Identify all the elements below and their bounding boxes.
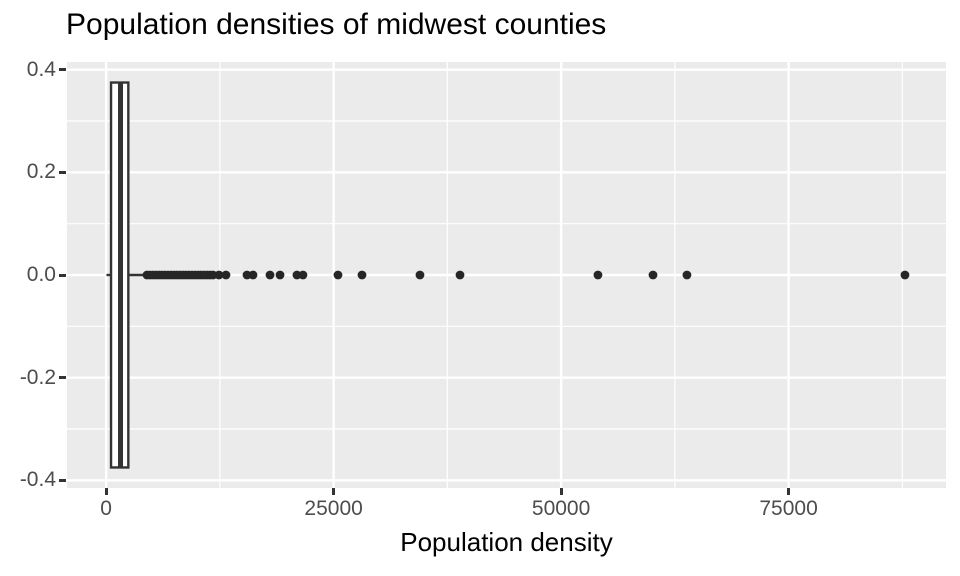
- outlier-point: [900, 270, 910, 280]
- y-tick-label: 0.0: [26, 263, 56, 286]
- y-tick-mark: [59, 478, 66, 482]
- y-tick-label: -0.2: [19, 365, 56, 389]
- outlier-point: [298, 270, 308, 280]
- x-tick-label: 25000: [304, 497, 363, 520]
- plot-panel: [67, 62, 946, 488]
- outlier-point: [357, 270, 367, 280]
- y-tick-label: -0.4: [19, 468, 56, 492]
- chart-canvas: [67, 62, 946, 488]
- outlier-point: [455, 270, 465, 280]
- outlier-point: [275, 270, 285, 280]
- outlier-point: [214, 270, 224, 280]
- x-tick-mark: [787, 488, 791, 495]
- y-tick-label: 0.2: [26, 160, 56, 184]
- y-tick-mark: [59, 68, 66, 72]
- outlier-point: [593, 270, 603, 280]
- y-tick-label: 0.4: [26, 57, 56, 81]
- y-tick-mark: [59, 273, 66, 277]
- plot-title: Population densities of midwest counties: [66, 8, 607, 41]
- x-tick-mark: [332, 488, 336, 495]
- outlier-point: [248, 270, 258, 280]
- x-tick-mark: [559, 488, 563, 495]
- outlier-point: [648, 270, 658, 280]
- x-tick-label: 0: [100, 497, 112, 520]
- outlier-point: [265, 270, 275, 280]
- y-tick-mark: [59, 376, 66, 380]
- x-tick-mark: [104, 488, 108, 495]
- outlier-point: [415, 270, 425, 280]
- x-axis-title: Population density: [400, 527, 613, 557]
- y-tick-mark: [59, 170, 66, 174]
- x-tick-label: 75000: [759, 497, 818, 520]
- x-tick-label: 50000: [531, 497, 591, 520]
- outlier-point: [333, 270, 343, 280]
- outlier-point: [682, 270, 692, 280]
- outlier-point: [221, 270, 231, 280]
